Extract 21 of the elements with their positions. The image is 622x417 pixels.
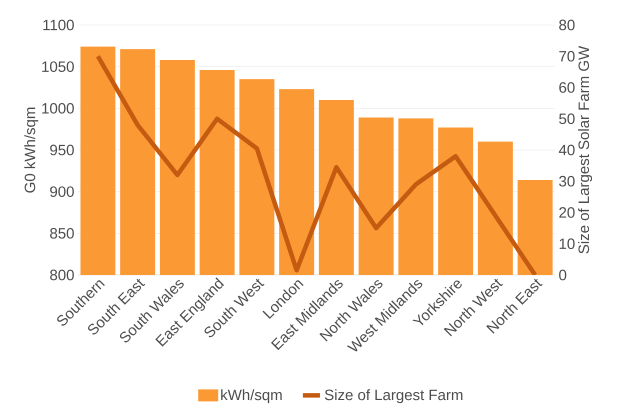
y2-tick-label: 30 bbox=[559, 176, 575, 187]
y-tick-label: 1100 bbox=[43, 20, 74, 30]
y2-tick-label: 20 bbox=[559, 207, 575, 218]
legend-label: kWh/sqm bbox=[221, 389, 282, 404]
y2-tick-label: 10 bbox=[560, 238, 575, 250]
y-tick-label: 850 bbox=[50, 228, 74, 239]
y-tick-label: 800 bbox=[50, 270, 74, 280]
y2-axis-title: Size of Largest Solar Farm GW bbox=[578, 46, 592, 254]
y-tick-label: 1000 bbox=[42, 103, 74, 114]
y2-tick-label: 60 bbox=[559, 82, 575, 93]
legend-label: Size of Largest Farm bbox=[324, 389, 462, 404]
line-series bbox=[96, 54, 538, 275]
y-tick-label: 900 bbox=[50, 186, 74, 197]
y2-tick-label: 40 bbox=[558, 144, 575, 156]
y2-tick-label: 70 bbox=[559, 50, 575, 62]
y2-tick-label: 80 bbox=[559, 20, 575, 30]
y2-tick-label: 0 bbox=[559, 270, 566, 280]
y2-tick-label: 50 bbox=[559, 113, 575, 124]
y-tick-label: 950 bbox=[50, 144, 74, 156]
y-tick-label: 1050 bbox=[42, 61, 74, 72]
y-axis-title: G0 kWh/sqm bbox=[24, 108, 38, 193]
